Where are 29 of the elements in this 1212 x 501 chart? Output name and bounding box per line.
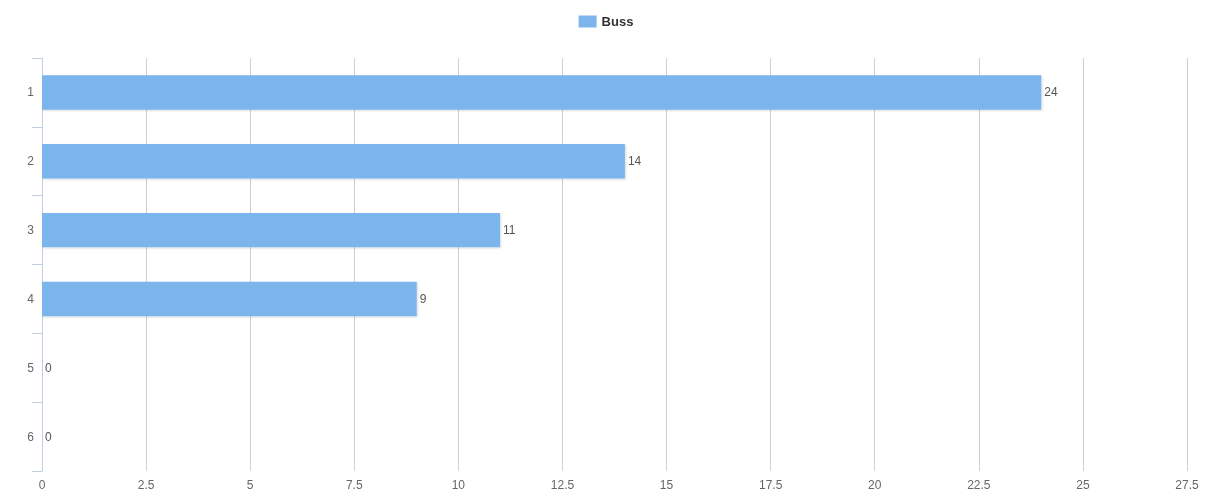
y-tick-label: 2	[27, 154, 35, 169]
x-tick-label: 15	[659, 478, 674, 492]
y-tick-label: 6	[27, 429, 35, 444]
x-tick-label: 0	[38, 478, 46, 492]
data-label: 0	[45, 360, 52, 375]
x-tick-label: 5	[246, 478, 254, 492]
x-tick-label: 20	[868, 478, 882, 492]
data-label: 14	[627, 154, 642, 169]
data-label: 24	[1044, 85, 1058, 100]
data-label: 9	[419, 291, 427, 306]
x-tick-label: 12.5	[550, 478, 575, 492]
x-tick-label: 2.5	[137, 478, 155, 492]
legend-label: Buss	[601, 14, 634, 29]
data-label: 0	[45, 429, 52, 444]
data-label: 11	[503, 223, 516, 238]
x-tick-label: 17.5	[758, 478, 783, 492]
bar	[42, 144, 625, 179]
x-tick-label: 7.5	[345, 478, 363, 492]
x-tick-label: 25	[1076, 478, 1090, 492]
x-tick-label: 22.5	[967, 478, 991, 492]
y-tick-label: 3	[27, 223, 35, 238]
y-tick-label: 5	[27, 360, 35, 375]
x-tick-label: 10	[451, 478, 466, 492]
y-tick-label: 1	[27, 85, 35, 100]
bar	[42, 281, 417, 317]
x-tick-label: 27.5	[1175, 478, 1199, 492]
bar	[42, 75, 1042, 110]
bar	[42, 212, 500, 248]
y-tick-label: 4	[27, 291, 35, 306]
